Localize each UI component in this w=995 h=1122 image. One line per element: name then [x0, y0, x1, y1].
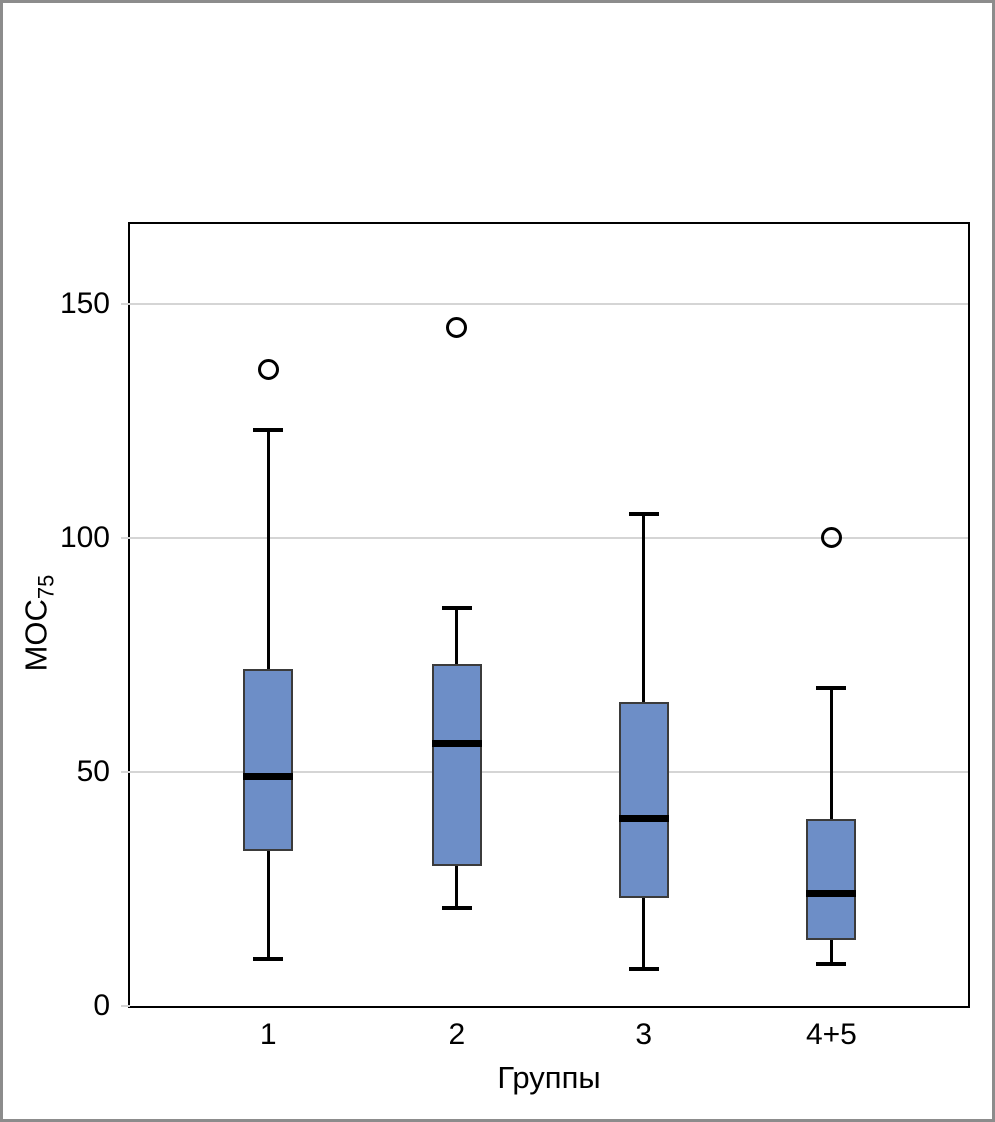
- median-group-1: [243, 773, 294, 781]
- y-tick-label-0: 0: [93, 989, 110, 1022]
- whisker-cap-max-group-1: [253, 428, 284, 433]
- x-tick-label-1: 1: [259, 1018, 277, 1051]
- x-tick-label-3: 3: [635, 1018, 653, 1051]
- median-group-3: [618, 815, 669, 823]
- x-tick-label-2: 2: [448, 1018, 466, 1051]
- y-tick-50: [121, 770, 130, 773]
- box-group-2: [431, 664, 482, 866]
- chart-layer: 0 50 100 150 1 2 3 4+5: [60, 224, 968, 1051]
- y-tick-100: [121, 536, 130, 539]
- box-group-3: [618, 701, 669, 899]
- median-group-2: [431, 740, 482, 748]
- box-group-1: [243, 668, 294, 852]
- whisker-cap-max-group-2: [441, 605, 472, 610]
- y-axis-title-subscript: 75: [33, 574, 59, 600]
- x-tick-label-4+5: 4+5: [805, 1018, 857, 1051]
- whisker-cap-min-group-2: [441, 905, 472, 910]
- y-tick-label-100: 100: [59, 520, 110, 554]
- gridline-50: [130, 770, 968, 773]
- outlier-group-2-0: [446, 316, 468, 338]
- y-axis-title: МОС75: [19, 575, 60, 672]
- whisker-cap-max-group-3: [628, 512, 659, 517]
- median-group-4+5: [806, 890, 857, 898]
- y-tick-label-50: 50: [76, 754, 110, 788]
- gridline-100: [130, 536, 968, 539]
- gridline-150: [130, 302, 968, 305]
- whisker-cap-max-group-4+5: [816, 685, 847, 690]
- x-axis-title: Группы: [497, 1060, 601, 1095]
- box-group-4+5: [806, 818, 857, 941]
- whisker-cap-min-group-1: [253, 957, 284, 962]
- outlier-group-4+5-0: [820, 527, 842, 549]
- y-tick-label-150: 150: [59, 286, 110, 320]
- outlier-group-1-0: [257, 358, 279, 380]
- whisker-cap-min-group-4+5: [816, 961, 847, 966]
- y-tick-150: [121, 302, 130, 305]
- y-tick-0: [121, 1005, 130, 1007]
- whisker-cap-min-group-3: [628, 966, 659, 971]
- y-axis-title-text: МОС: [18, 599, 54, 672]
